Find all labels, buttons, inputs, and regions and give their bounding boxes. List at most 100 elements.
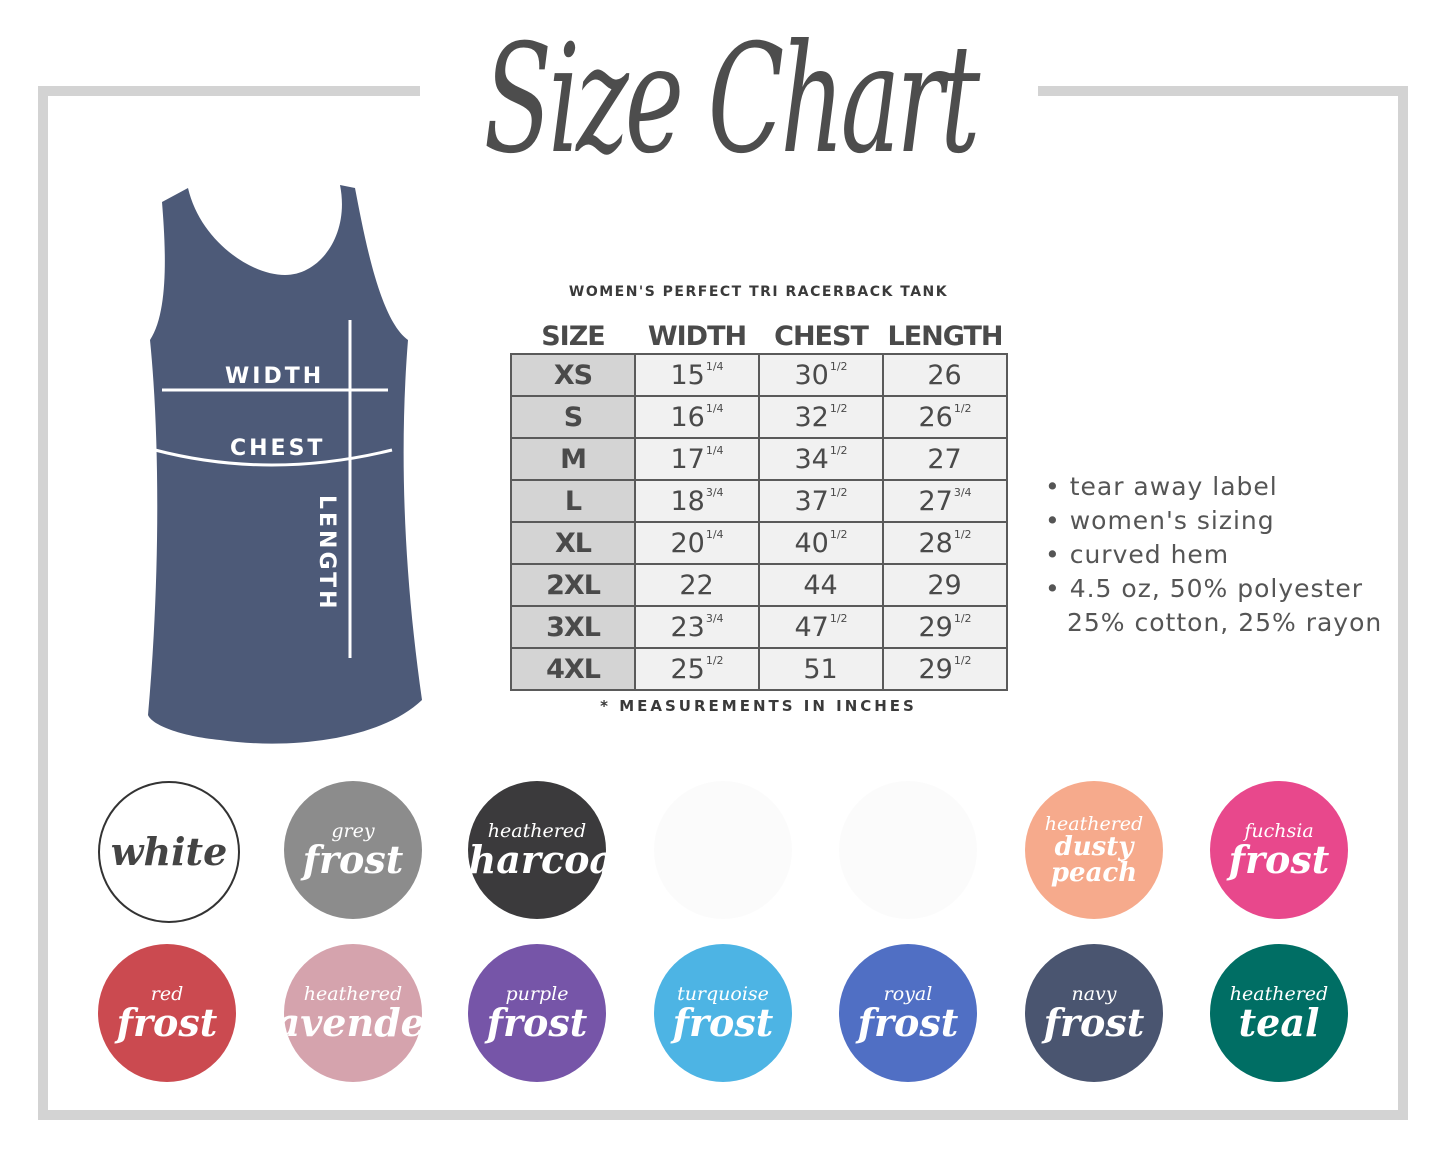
- width-cell: 201/4: [634, 521, 760, 565]
- swatch-label-small: purple: [505, 982, 569, 1005]
- feature-item: 4.5 oz, 50% polyester: [1045, 572, 1382, 606]
- chest-cell: 51: [758, 647, 884, 691]
- feature-list: tear away label women's sizing curved he…: [1045, 470, 1382, 640]
- color-swatch: red frost: [98, 944, 236, 1082]
- color-swatch: royal frost: [839, 944, 977, 1082]
- color-swatch: navy frost: [1025, 944, 1163, 1082]
- title-gap: [420, 80, 1038, 104]
- chest-fraction: 1/2: [829, 401, 848, 415]
- size-cell: 4XL: [510, 647, 636, 691]
- length-cell: 261/2: [882, 395, 1008, 439]
- color-swatch: heathered lavender: [261, 944, 445, 1082]
- width-fraction: 1/4: [705, 527, 724, 541]
- length-cell: 291/2: [882, 605, 1008, 649]
- width-value: 22: [679, 569, 714, 601]
- width-cell: 251/2: [634, 647, 760, 691]
- width-value: 17: [670, 443, 705, 475]
- color-swatch: white: [98, 781, 240, 923]
- color-swatch: heathered teal: [1210, 944, 1348, 1082]
- table-row: L 183/4 371/2 273/4: [510, 479, 1008, 523]
- measurement-arrows: [154, 320, 393, 658]
- chest-fraction: 1/2: [829, 443, 848, 457]
- length-label: LENGTH: [314, 495, 339, 612]
- swatch-label-small: navy: [1071, 982, 1117, 1005]
- size-cell: L: [510, 479, 636, 523]
- size-cell: XS: [510, 353, 636, 397]
- chest-cell: 371/2: [758, 479, 884, 523]
- width-label: WIDTH: [225, 364, 324, 389]
- swatch-label: white: [110, 829, 228, 874]
- size-cell: M: [510, 437, 636, 481]
- length-fraction: 3/4: [953, 485, 972, 499]
- swatch-label: lavender: [261, 999, 445, 1045]
- chest-cell: 321/2: [758, 395, 884, 439]
- swatch-label: frost: [672, 999, 774, 1045]
- length-value: 27: [927, 443, 962, 475]
- chest-cell: 471/2: [758, 605, 884, 649]
- swatch-label: frost: [116, 999, 218, 1045]
- chest-cell: 301/2: [758, 353, 884, 397]
- size-cell: 3XL: [510, 605, 636, 649]
- feature-item: tear away label: [1045, 470, 1382, 504]
- width-cell: 151/4: [634, 353, 760, 397]
- length-fraction: 1/2: [953, 401, 972, 415]
- swatch-label-small: grey: [331, 819, 375, 842]
- chest-fraction: 1/2: [829, 611, 848, 625]
- feature-item: curved hem: [1045, 538, 1382, 572]
- feature-item: 25% cotton, 25% rayon: [1067, 608, 1383, 637]
- color-swatch: heathered dusty peach: [1025, 781, 1163, 919]
- length-fraction: 1/2: [953, 653, 972, 667]
- swatch-label-small: fuchsia: [1244, 819, 1314, 842]
- size-cell: XL: [510, 521, 636, 565]
- size-cell: 2XL: [510, 563, 636, 607]
- chest-value: 47: [794, 611, 829, 643]
- length-value: 26: [927, 359, 962, 391]
- table-row: XS 151/4 301/2 26: [510, 353, 1008, 397]
- length-value: 29: [918, 653, 953, 685]
- color-swatch: heathered charcoal: [446, 781, 628, 919]
- swatch-label: dusty peach: [1050, 831, 1138, 888]
- table-row: XL 201/4 401/2 281/2: [510, 521, 1008, 565]
- header-width: WIDTH: [647, 321, 747, 352]
- width-cell: 171/4: [634, 437, 760, 481]
- chest-value: 37: [794, 485, 829, 517]
- color-swatch: [654, 781, 792, 919]
- swatch-label-small: heathered: [487, 819, 587, 842]
- width-value: 15: [670, 359, 705, 391]
- header-size: SIZE: [541, 321, 606, 352]
- swatch-label: charcoal: [445, 836, 629, 882]
- table-body: XS 151/4 301/2 26 S 161/4 321/2 261/2 M 171/4 341/…: [510, 353, 1008, 691]
- table-row: 3XL 233/4 471/2 291/2: [510, 605, 1008, 649]
- swatch-label: frost: [302, 836, 404, 882]
- chest-cell: 401/2: [758, 521, 884, 565]
- width-cell: 22: [634, 563, 760, 607]
- width-cell: 161/4: [634, 395, 760, 439]
- width-value: 16: [670, 401, 705, 433]
- color-swatch: fuchsia frost: [1210, 781, 1348, 919]
- width-fraction: 1/2: [705, 653, 724, 667]
- swatch-label: frost: [1043, 999, 1145, 1045]
- size-cell: S: [510, 395, 636, 439]
- swatch-label-small: heathered: [1229, 982, 1329, 1005]
- swatch-label: teal: [1238, 999, 1320, 1045]
- garment-subtitle: WOMEN'S PERFECT TRI RACERBACK TANK: [568, 284, 949, 300]
- width-fraction: 1/4: [705, 401, 724, 415]
- length-value: 27: [918, 485, 953, 517]
- size-table: SIZE WIDTH CHEST LENGTH XS 151/4 301/2 26 S 1…: [510, 320, 1008, 691]
- length-value: 28: [918, 527, 953, 559]
- length-fraction: 1/2: [953, 611, 972, 625]
- table-header-row: SIZE WIDTH CHEST LENGTH: [511, 320, 1007, 354]
- width-fraction: 1/4: [705, 359, 724, 373]
- swatch-label: frost: [486, 999, 588, 1045]
- header-length: LENGTH: [887, 321, 1004, 352]
- color-swatch: purple frost: [468, 944, 606, 1082]
- length-cell: 29: [882, 563, 1008, 607]
- length-fraction: 1/2: [953, 527, 972, 541]
- chest-cell: 341/2: [758, 437, 884, 481]
- chest-value: 30: [794, 359, 829, 391]
- table-row: 2XL 22 44 29: [510, 563, 1008, 607]
- swatch-label-small: royal: [883, 982, 933, 1005]
- swatch-label-small: red: [150, 982, 184, 1005]
- color-swatch: [839, 781, 977, 919]
- length-cell: 27: [882, 437, 1008, 481]
